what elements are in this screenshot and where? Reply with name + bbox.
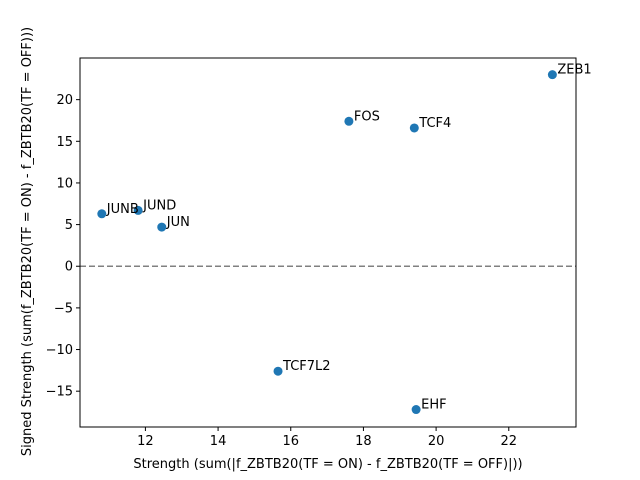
axes-frame (79, 57, 577, 428)
point-labels: ZEB1 FOS TCF4 JUNB JUND JUN TCF7L2 EHF (106, 63, 592, 413)
data-point-fos (344, 116, 354, 126)
x-tick-label: 22 (501, 434, 518, 449)
y-tick-label: 5 (65, 218, 73, 233)
data-point-zeb1 (547, 70, 557, 80)
point-label-fos: FOS (354, 109, 380, 124)
point-label-junb: JUNB (106, 202, 139, 217)
y-tick-label: −15 (46, 385, 73, 400)
data-point-jund (133, 205, 143, 215)
y-tick-label: 15 (56, 135, 73, 150)
point-label-tcf4: TCF4 (418, 116, 451, 131)
plot-area (80, 70, 576, 415)
data-point-ehf (411, 405, 421, 415)
y-tick-label: 20 (56, 93, 73, 108)
point-label-ehf: EHF (421, 398, 446, 413)
point-label-jun: JUN (166, 215, 190, 230)
x-axis-label: Strength (sum(|f_ZBTB20(TF = ON) - f_ZBT… (133, 457, 522, 472)
x-tick-label: 20 (428, 434, 445, 449)
y-tick-label: 10 (56, 176, 73, 191)
y-tick-label: 0 (65, 260, 73, 275)
data-point-jun (157, 222, 167, 232)
y-tick-label: −5 (54, 301, 73, 316)
data-point-tcf4 (409, 123, 419, 133)
y-tick-label: −10 (46, 343, 73, 358)
data-point-junb (97, 209, 107, 219)
x-tick-label: 12 (137, 434, 154, 449)
data-point-tcf7l2 (273, 366, 283, 376)
point-label-zeb1: ZEB1 (557, 63, 591, 78)
point-label-tcf7l2: TCF7L2 (282, 359, 331, 374)
x-tick-label: 16 (282, 434, 299, 449)
y-axis-label: Signed Strength (sum(f_ZBTB20(TF = ON) -… (20, 27, 35, 456)
axis-ticks: 12 14 16 18 20 22 −15 −10 −5 0 5 10 15 20 (46, 93, 517, 449)
x-tick-label: 18 (355, 434, 372, 449)
point-label-jund: JUND (142, 198, 176, 213)
x-tick-label: 14 (210, 434, 227, 449)
